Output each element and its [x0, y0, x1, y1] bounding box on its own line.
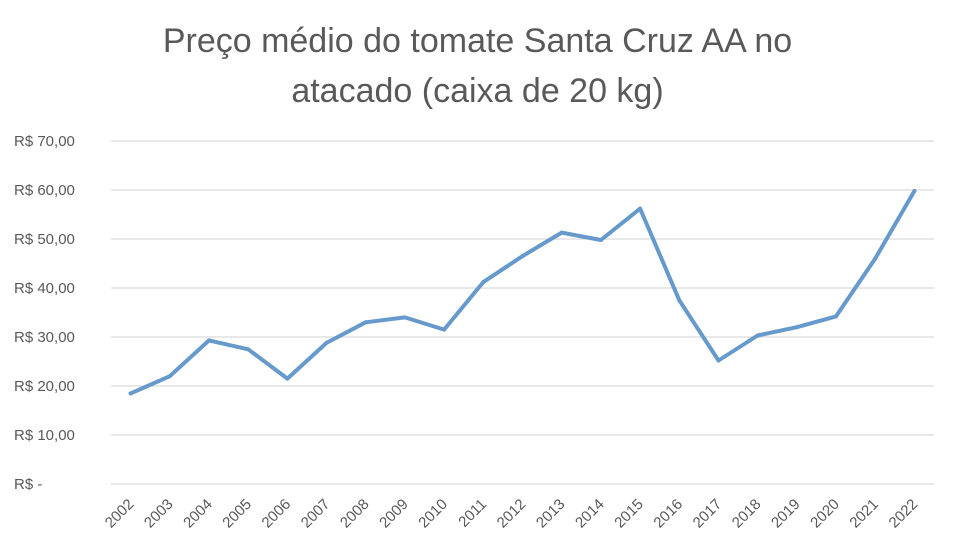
series-layer: [128, 188, 917, 396]
y-tick-label: R$ 70,00: [14, 133, 75, 150]
data-point: [873, 256, 878, 261]
y-tick-label: R$ 40,00: [14, 280, 75, 297]
x-tick-label: 2012: [494, 496, 530, 532]
x-tick-label: 2019: [768, 496, 804, 532]
x-tick-label: 2011: [455, 496, 490, 531]
chart-title: Preço médio do tomate Santa Cruz AA no a…: [0, 16, 955, 116]
y-tick-label: R$ 60,00: [14, 182, 75, 199]
x-tick-label: 2008: [337, 496, 373, 532]
x-tick-label: 2018: [729, 496, 765, 532]
x-tick-label: 2009: [376, 496, 412, 532]
x-tick-label: 2015: [611, 496, 647, 532]
y-tick-label: R$ 30,00: [14, 329, 75, 346]
x-tick-label: 2003: [141, 496, 177, 532]
x-tick-label: 2002: [102, 496, 138, 532]
data-point: [442, 327, 447, 332]
data-point: [363, 320, 368, 325]
y-tick-label: R$ 10,00: [14, 427, 75, 444]
y-axis: R$ - R$ 10,00 R$ 20,00 R$ 30,00 R$ 40,00 R$ 5…: [14, 133, 75, 493]
series-line: [128, 189, 917, 396]
chart-title-line-1: Preço médio do tomate Santa Cruz AA no: [162, 22, 793, 60]
data-point: [402, 315, 407, 320]
data-point: [912, 188, 917, 193]
x-tick-label: 2010: [415, 496, 451, 532]
data-point: [481, 280, 486, 285]
chart-title-line-2: atacado (caixa de 20 kg): [291, 72, 664, 110]
x-tick-label: 2020: [807, 496, 843, 532]
x-tick-label: 2006: [259, 496, 295, 532]
data-point: [794, 325, 799, 330]
data-point: [246, 347, 251, 352]
x-tick-label: 2022: [886, 496, 922, 532]
data-point: [285, 376, 290, 381]
data-point: [638, 206, 643, 211]
data-point: [834, 314, 839, 319]
y-tick-label: R$ 20,00: [14, 378, 75, 395]
x-tick-label: 2021: [846, 496, 882, 532]
x-tick-label: 2005: [219, 496, 255, 532]
data-point: [128, 391, 133, 396]
gridlines: [111, 140, 934, 485]
x-axis: 2002 2003 2004 2005 2006 2007 2008 2009 2010 2011…: [102, 496, 921, 532]
data-point: [206, 338, 211, 343]
data-point: [324, 340, 329, 345]
y-tick-label: R$ -: [14, 476, 42, 493]
x-tick-label: 2007: [298, 496, 334, 532]
data-point: [559, 230, 564, 235]
data-point: [755, 333, 760, 338]
data-point: [167, 374, 172, 379]
data-point: [677, 298, 682, 303]
data-point: [598, 237, 603, 242]
x-tick-label: 2014: [572, 496, 608, 532]
x-tick-label: 2013: [533, 496, 569, 532]
y-tick-label: R$ 50,00: [14, 231, 75, 248]
x-tick-label: 2016: [650, 496, 686, 532]
data-point: [716, 358, 721, 363]
x-tick-label: 2017: [690, 496, 726, 532]
data-point: [520, 254, 525, 259]
x-tick-label: 2004: [180, 496, 216, 532]
